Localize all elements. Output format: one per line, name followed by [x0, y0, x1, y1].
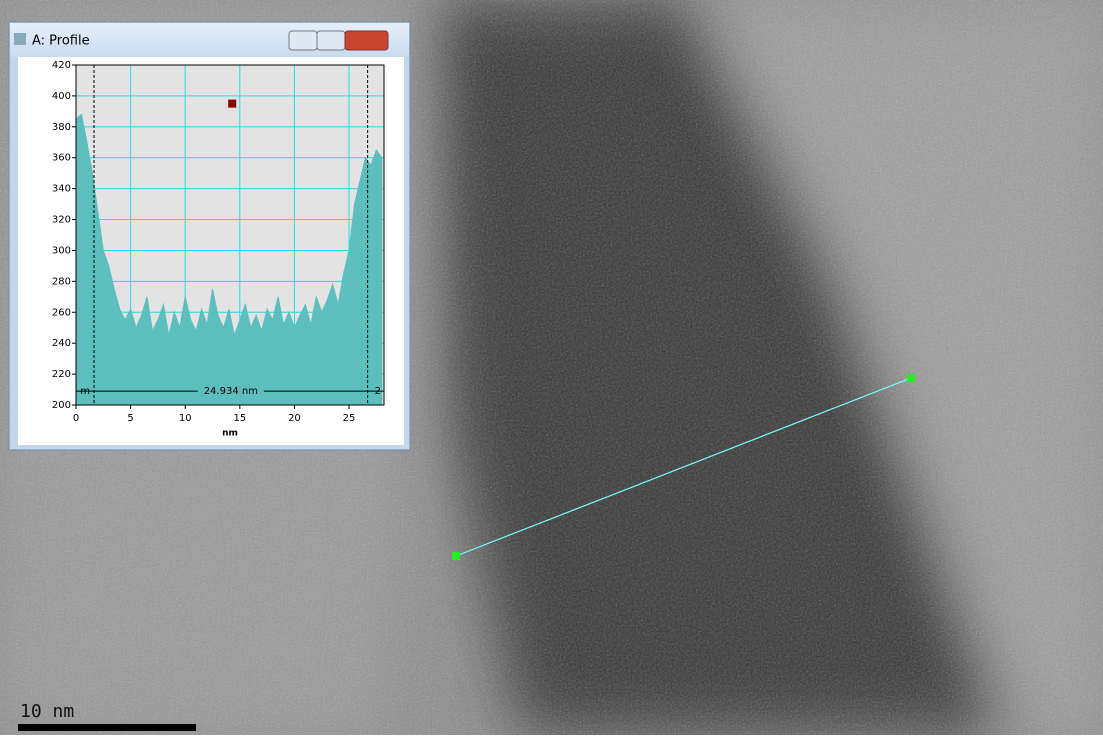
x-tick-label: 5	[127, 413, 133, 424]
x-tick-label: 15	[233, 413, 246, 424]
window-icon	[14, 33, 26, 45]
y-tick-label: 420	[52, 60, 71, 71]
page: 10 nm A: Profile 20022024026028030032034…	[0, 0, 1103, 735]
line-handle[interactable]	[452, 552, 460, 560]
window-title: A: Profile	[32, 34, 90, 49]
line-handle[interactable]	[907, 374, 915, 382]
maximize-button[interactable]	[317, 31, 345, 50]
x-axis-label: nm	[222, 429, 238, 439]
y-tick-label: 300	[52, 245, 71, 256]
scale-bar	[18, 724, 196, 731]
y-tick-label: 200	[52, 400, 71, 411]
y-tick-label: 320	[52, 215, 71, 226]
y-tick-label: 340	[52, 184, 71, 195]
screen: 10 nm A: Profile 20022024026028030032034…	[0, 0, 1103, 735]
x-tick-label: 0	[73, 413, 79, 424]
scale-bar-label: 10 nm	[20, 701, 74, 722]
x-tick-label: 10	[179, 413, 192, 424]
minimize-button[interactable]	[289, 31, 317, 50]
x-tick-label: 25	[343, 413, 356, 424]
y-tick-label: 280	[52, 276, 71, 287]
close-button[interactable]	[345, 31, 388, 50]
y-tick-label: 400	[52, 91, 71, 102]
cursor-marker	[228, 100, 236, 108]
y-tick-label: 240	[52, 338, 71, 349]
y-tick-label: 360	[52, 153, 71, 164]
y-tick-label: 260	[52, 307, 71, 318]
x-tick-label: 20	[288, 413, 301, 424]
measure-label: 24.934 nm	[204, 386, 258, 397]
y-tick-label: 220	[52, 369, 71, 380]
y-tick-label: 380	[52, 122, 71, 133]
measure-left-label: m	[80, 386, 90, 397]
measure-right-label: 2	[375, 386, 381, 397]
